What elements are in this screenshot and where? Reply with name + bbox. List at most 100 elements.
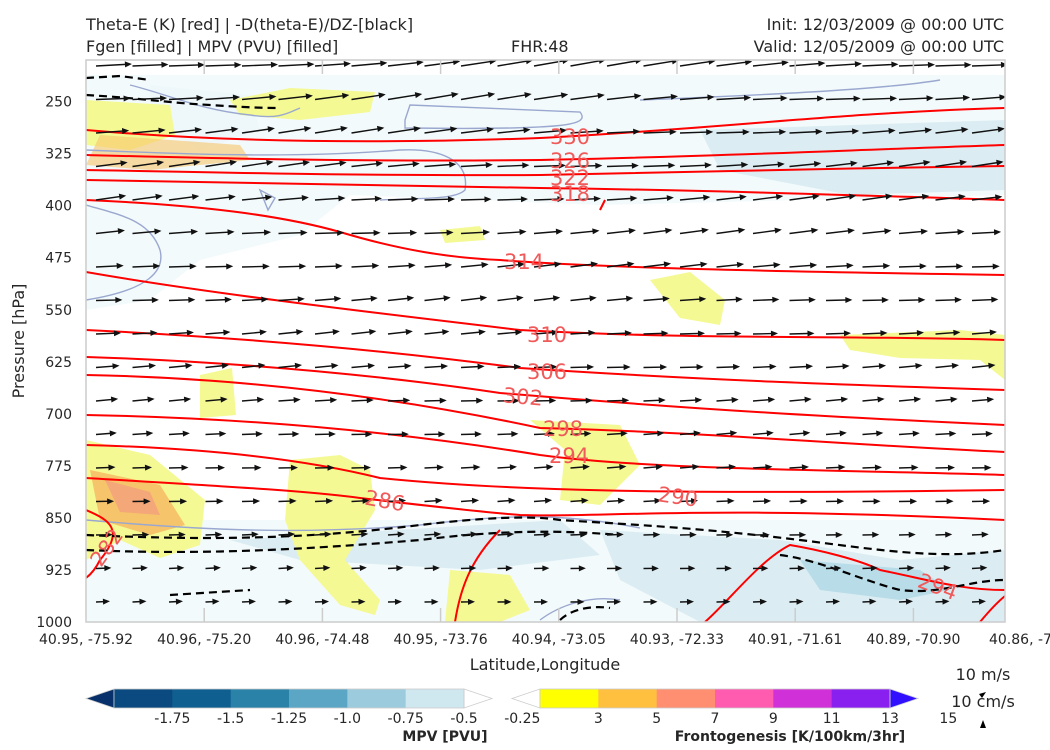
wind-vector: [168, 565, 185, 572]
wind-vector: [716, 261, 745, 268]
wind-vector: [95, 531, 113, 538]
wind-vector: [168, 228, 199, 235]
theta-e-label: 330: [550, 125, 590, 149]
wind-vector: [606, 330, 632, 337]
wind-vector: [716, 161, 749, 168]
wind-vector: [789, 95, 825, 102]
wind-vector: [314, 329, 340, 335]
wind-vector: [314, 431, 336, 438]
wind-vector: [643, 364, 668, 371]
wind-vector: [971, 61, 1005, 68]
wind-vector: [132, 498, 151, 505]
wind-vector: [752, 262, 781, 269]
colorbar-outline: [539, 688, 891, 709]
wind-vector: [789, 262, 818, 269]
colorbar-tick-label: -1.0: [334, 711, 361, 727]
wind-vector: [643, 497, 662, 504]
wind-vector: [168, 329, 194, 336]
wind-vector: [935, 498, 954, 505]
wind-vector: [351, 295, 378, 302]
wind-vector: [95, 330, 121, 337]
wind-vector: [789, 193, 820, 201]
wind-key-vertical: 10 cm/s: [951, 692, 1015, 711]
wind-vector: [643, 162, 676, 169]
wind-vector: [898, 95, 934, 102]
colorbar-outline: [113, 688, 465, 709]
wind-vector: [862, 363, 887, 370]
colorbar-extend-low: [510, 688, 541, 709]
wind-vector: [351, 531, 369, 538]
colorbar-bin: [831, 689, 891, 708]
wind-vector: [825, 193, 857, 201]
y-tick-label: 550: [45, 303, 72, 319]
theta-e-label: 302: [502, 383, 544, 410]
wind-vector: [387, 531, 405, 538]
mpv-colorbar-label: MPV [PVU]: [402, 729, 487, 745]
wind-vector: [95, 228, 125, 235]
y-tick-label: 400: [45, 199, 72, 215]
wind-vector: [679, 194, 711, 201]
wind-vector: [95, 430, 117, 437]
wind-vector: [132, 263, 161, 270]
wind-vector: [132, 61, 169, 68]
wind-vector: [679, 296, 707, 303]
wind-vector: [460, 497, 480, 504]
wind-vector: [205, 565, 221, 572]
colorbar-bin: [715, 689, 774, 708]
wind-vector: [825, 128, 860, 135]
wind-vector: [935, 430, 957, 437]
wind-vector: [351, 60, 388, 67]
wind-vector: [424, 91, 459, 101]
wind-vector: [132, 396, 155, 403]
colorbar-bin: [230, 689, 290, 708]
y-tick-label: 625: [45, 355, 72, 371]
colorbar-bin: [540, 689, 599, 708]
wind-vector: [862, 565, 878, 572]
wind-vector: [971, 194, 1003, 201]
wind-vector: [278, 329, 304, 336]
wind-vector: [205, 362, 229, 369]
wind-vector: [351, 565, 367, 572]
wind-vector: [387, 229, 418, 236]
wind-vector: [132, 297, 159, 304]
wind-vector: [278, 125, 312, 134]
wind-vector: [168, 396, 192, 403]
wind-vector: [533, 92, 569, 101]
wind-vector: [862, 263, 891, 270]
wind-vector: [935, 159, 968, 168]
wind-vector: [606, 261, 635, 268]
wind-vector: [460, 464, 481, 471]
wind-vector: [241, 362, 266, 369]
wind-vector: [460, 531, 478, 538]
wind-vector: [497, 565, 513, 572]
wind-vector: [862, 193, 893, 201]
wind-vector: [533, 329, 559, 336]
x-axis-label: Latitude,Longitude: [470, 655, 621, 674]
wind-vector: [971, 263, 1000, 270]
wind-vector: [570, 195, 601, 202]
wind-vector: [460, 397, 484, 404]
colorbar-tick-label: -1.75: [154, 711, 190, 727]
wind-vector: [460, 363, 485, 370]
wind-vector: [898, 531, 916, 538]
wind-vector: [935, 296, 962, 303]
wind-vector: [789, 531, 807, 538]
wind-vector: [898, 159, 931, 168]
wind-vector: [789, 498, 808, 505]
wind-vector: [205, 296, 232, 303]
wind-vector: [716, 363, 741, 370]
wind-vector: [278, 396, 301, 403]
wind-vector: [643, 295, 670, 302]
wind-vector: [205, 430, 227, 437]
wind-vector: [387, 598, 402, 605]
wind-vector: [825, 363, 850, 370]
wind-vector: [679, 364, 704, 371]
wind-vector: [241, 296, 269, 303]
wind-vector: [460, 196, 492, 203]
colorbar-tick-label: 9: [769, 711, 778, 727]
wind-vector: [606, 531, 624, 538]
wind-vector: [898, 565, 915, 572]
wind-vector: [570, 598, 585, 605]
wind-vector: [205, 464, 225, 471]
wind-vector: [168, 464, 189, 471]
